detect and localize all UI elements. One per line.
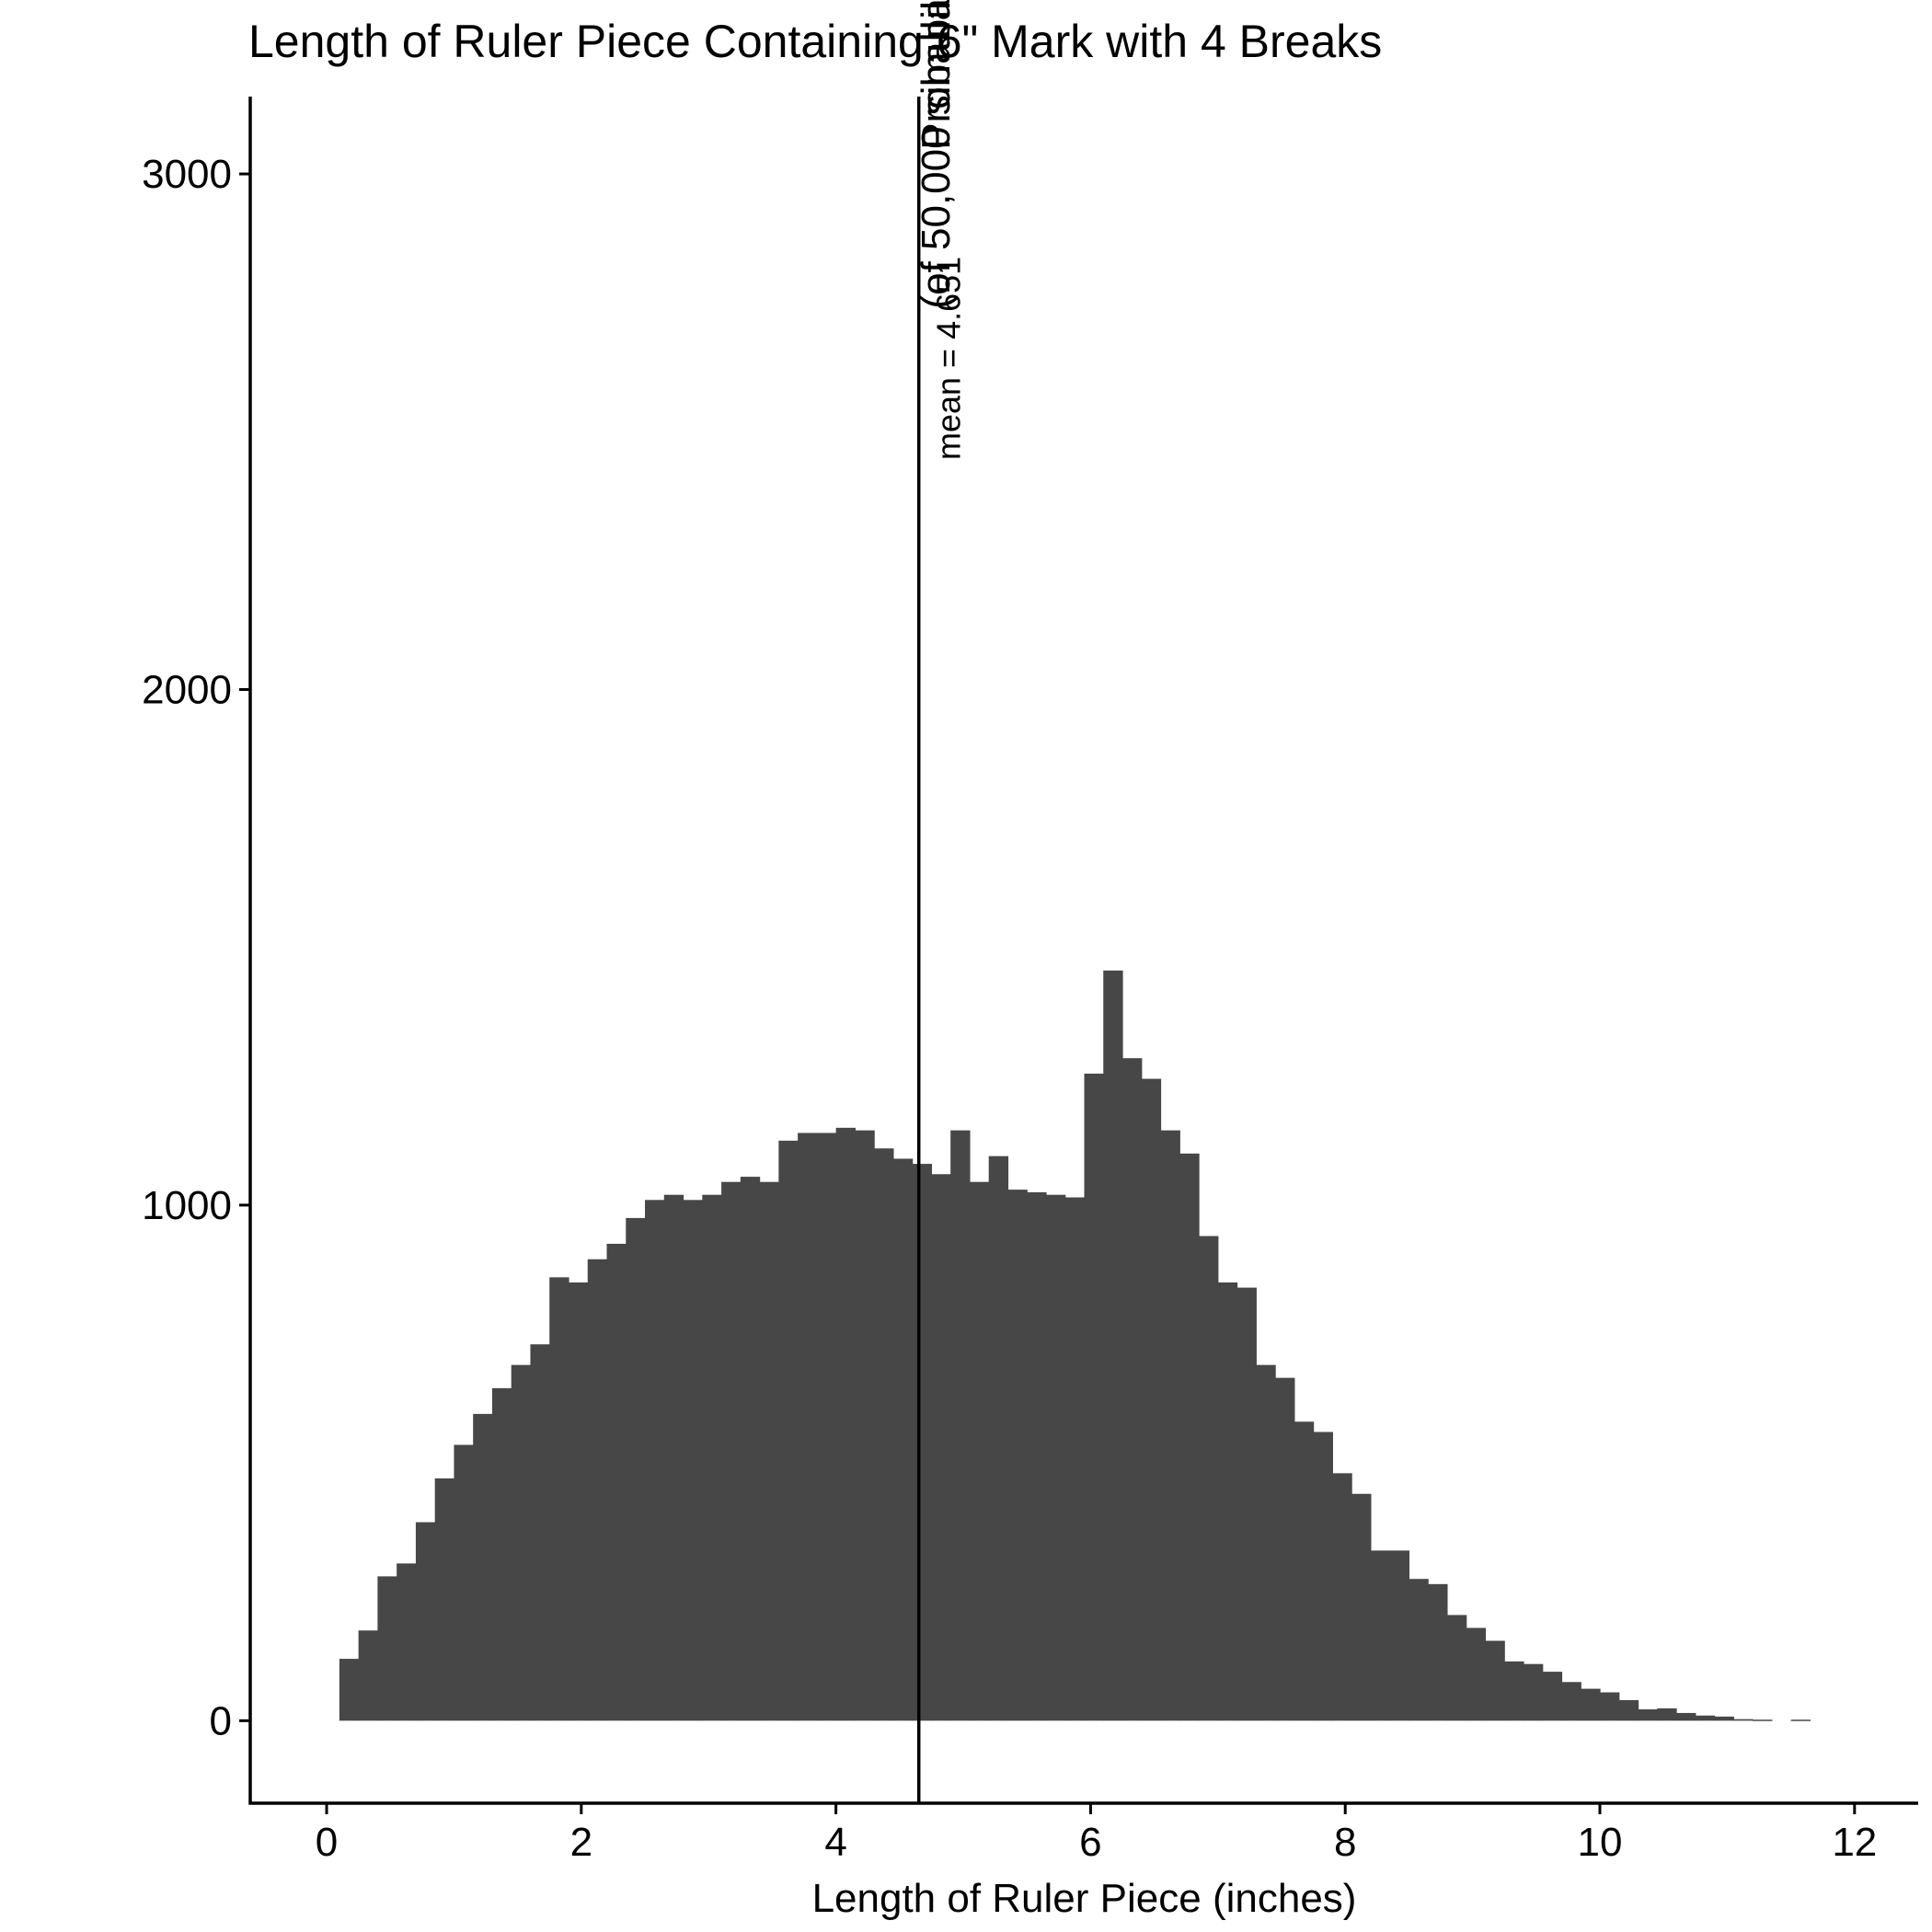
histogram-bar [473,1413,493,1721]
histogram-bar [1657,1708,1677,1721]
y-tick-label: 2000 [142,667,232,712]
histogram-bar [1561,1682,1581,1721]
y-axis-title-line2: (of 50,000 simulations) [914,0,959,309]
histogram-bar [663,1194,684,1721]
histogram-bar [1351,1493,1372,1721]
y-axis-title-line1: Probability [914,0,959,150]
histogram-bar [721,1181,742,1721]
chart-title: Length of Ruler Piece Containing 6" Mark… [248,16,1382,67]
histogram-bar [759,1181,779,1721]
histogram-bar [1084,1074,1104,1721]
histogram-bar [1064,1197,1086,1721]
histogram-bar [683,1200,703,1721]
histogram-bar [1542,1672,1563,1721]
histogram-bar [1618,1699,1639,1721]
histogram-bar [798,1133,818,1721]
histogram-bar [626,1217,646,1721]
histogram-bar [491,1387,512,1721]
histogram-bar [892,1158,914,1721]
histogram-bar [1275,1377,1295,1721]
histogram-bar [1638,1709,1658,1721]
histogram-bar [568,1282,589,1721]
histogram-bar [511,1364,532,1721]
histogram-bar [1523,1663,1544,1721]
histogram-bar [855,1130,875,1721]
histogram-bar [1790,1719,1811,1721]
x-tick-label: 10 [1578,1820,1623,1865]
histogram-bar [1007,1190,1028,1721]
histogram-bar [1409,1579,1429,1721]
y-tick-label: 0 [210,1698,232,1743]
histogram-bar [740,1177,761,1721]
histogram-bar [969,1181,990,1721]
histogram-bar [1160,1130,1180,1721]
histogram-bar [339,1659,360,1721]
histogram-bar [454,1444,474,1721]
histogram-bar [606,1243,627,1721]
histogram-bar [1199,1236,1219,1721]
histogram-bar [1733,1719,1754,1721]
histogram-bar [1332,1473,1352,1721]
histogram-bar [778,1140,799,1721]
histogram-bars [339,970,1811,1721]
histogram-bar [1676,1712,1696,1721]
histogram-bar [988,1156,1009,1721]
histogram-bar [1236,1287,1257,1721]
histogram-bar [1045,1194,1066,1721]
histogram-bar [1695,1715,1716,1721]
histogram-bar [1256,1364,1276,1721]
histogram-bar [1428,1583,1448,1721]
histogram-bar [530,1344,550,1721]
histogram-bar [950,1130,971,1721]
histogram-bar [1389,1550,1410,1721]
histogram-bar [645,1200,665,1721]
y-axis-ticks: 0 1000 2000 3000 [142,152,250,1743]
histogram-bar [1179,1153,1200,1721]
histogram-bar [377,1576,397,1721]
histogram-bar [1504,1661,1524,1721]
histogram-bar [358,1630,378,1721]
histogram-bar [1714,1716,1734,1721]
histogram-bar [1313,1432,1333,1721]
x-tick-label: 6 [1079,1820,1101,1865]
histogram-bar [912,1164,933,1721]
histogram-bar [874,1148,894,1721]
x-tick-label: 2 [570,1820,592,1865]
histogram-bar [1753,1719,1773,1721]
histogram-bar [549,1277,569,1721]
histogram-bar [1581,1688,1601,1721]
histogram-bar [397,1563,417,1721]
histogram-bar [1027,1191,1047,1721]
histogram-bar [931,1174,951,1721]
histogram-bar [702,1194,722,1721]
x-axis-title: Length of Ruler Piece (inches) [812,1876,1357,1921]
histogram-bar [1466,1627,1487,1721]
histogram-bar [1103,970,1123,1721]
histogram-bar [1122,1058,1143,1721]
histogram-bar [1370,1550,1391,1721]
histogram-bar [587,1259,608,1721]
histogram-bar [816,1133,837,1721]
histogram-bar [1217,1282,1238,1721]
histogram-bar [1141,1078,1162,1721]
histogram-bar [434,1478,455,1721]
histogram-bar [1600,1692,1620,1721]
histogram-bar [835,1127,856,1721]
x-axis-ticks: 0 2 4 6 8 10 12 [316,1803,1877,1865]
x-tick-label: 4 [824,1820,846,1865]
histogram-bar [1294,1421,1315,1721]
histogram-bar [415,1522,436,1721]
histogram-bar [1446,1615,1467,1721]
x-tick-label: 12 [1832,1820,1877,1865]
x-tick-label: 8 [1334,1820,1356,1865]
mean-annotation: mean = 4.651 [930,257,968,460]
y-tick-label: 3000 [142,152,232,197]
y-tick-label: 1000 [142,1183,232,1228]
x-tick-label: 0 [316,1820,338,1865]
histogram-bar [1485,1640,1505,1721]
